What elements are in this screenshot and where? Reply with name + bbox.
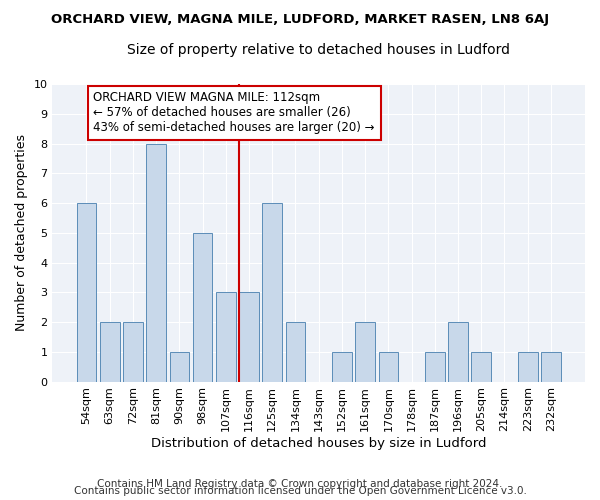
Bar — [332, 352, 352, 382]
Bar — [216, 292, 236, 382]
Bar — [425, 352, 445, 382]
Y-axis label: Number of detached properties: Number of detached properties — [15, 134, 28, 332]
Bar — [355, 322, 375, 382]
X-axis label: Distribution of detached houses by size in Ludford: Distribution of detached houses by size … — [151, 437, 487, 450]
Bar — [100, 322, 119, 382]
Bar — [518, 352, 538, 382]
Bar — [541, 352, 561, 382]
Title: Size of property relative to detached houses in Ludford: Size of property relative to detached ho… — [127, 42, 510, 56]
Bar — [170, 352, 189, 382]
Bar — [379, 352, 398, 382]
Bar — [472, 352, 491, 382]
Bar — [286, 322, 305, 382]
Bar — [193, 233, 212, 382]
Text: Contains HM Land Registry data © Crown copyright and database right 2024.: Contains HM Land Registry data © Crown c… — [97, 479, 503, 489]
Bar — [239, 292, 259, 382]
Text: ORCHARD VIEW, MAGNA MILE, LUDFORD, MARKET RASEN, LN8 6AJ: ORCHARD VIEW, MAGNA MILE, LUDFORD, MARKE… — [51, 12, 549, 26]
Bar — [448, 322, 468, 382]
Text: ORCHARD VIEW MAGNA MILE: 112sqm
← 57% of detached houses are smaller (26)
43% of: ORCHARD VIEW MAGNA MILE: 112sqm ← 57% of… — [94, 92, 375, 134]
Bar — [146, 144, 166, 382]
Bar — [77, 203, 97, 382]
Text: Contains public sector information licensed under the Open Government Licence v3: Contains public sector information licen… — [74, 486, 526, 496]
Bar — [123, 322, 143, 382]
Bar — [262, 203, 282, 382]
